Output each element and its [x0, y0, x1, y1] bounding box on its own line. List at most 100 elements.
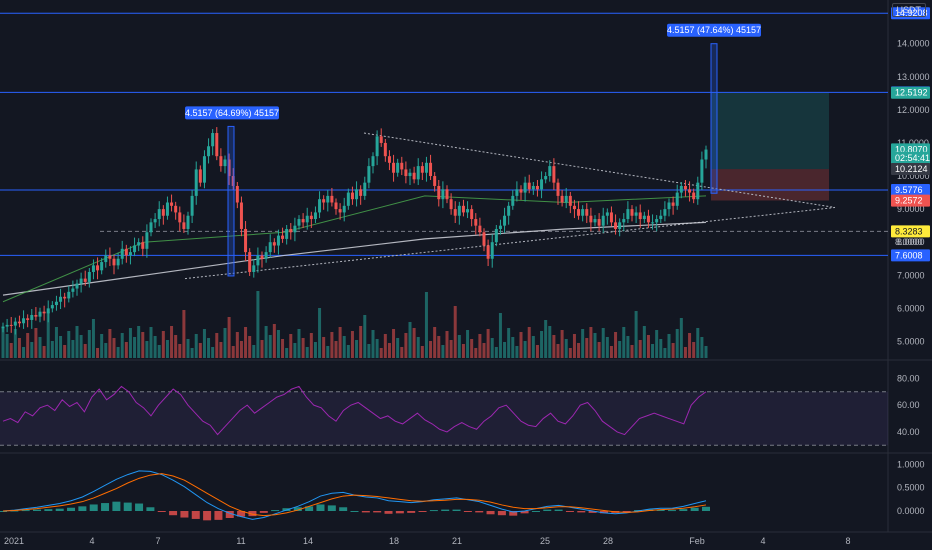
candle-body — [59, 296, 63, 302]
volume-bar — [252, 345, 256, 358]
volume-bar — [182, 310, 186, 358]
volume-bar — [161, 331, 165, 358]
volume-bar — [149, 327, 153, 358]
volume-bar — [383, 334, 387, 358]
volume-bar — [655, 330, 659, 358]
candle-body — [490, 242, 494, 259]
candle-body — [564, 195, 568, 203]
volume-bar — [441, 345, 445, 358]
volume-bar — [256, 291, 260, 358]
candle-body — [634, 212, 638, 216]
macd-histogram-bar — [0, 511, 7, 512]
candle-body — [153, 219, 157, 223]
candle-body — [433, 176, 437, 186]
candle-body — [190, 195, 194, 216]
candle-body — [478, 225, 482, 233]
candle-body — [104, 255, 108, 263]
sma-long-line — [2, 221, 707, 296]
macd-tick-label: 0.5000 — [897, 483, 925, 493]
candle-body — [124, 248, 128, 256]
price-label-bg — [891, 249, 930, 262]
volume-bar — [100, 334, 104, 358]
macd-histogram-bar — [373, 511, 382, 513]
candle-body — [22, 318, 26, 324]
volume-bar — [281, 339, 285, 358]
macd-histogram-bar — [565, 511, 574, 512]
candle-body — [667, 202, 671, 210]
time-tick-label: Feb — [689, 536, 705, 546]
candle-body — [289, 228, 293, 233]
candle-body — [198, 169, 202, 183]
volume-bar — [585, 338, 589, 358]
horizontal-levels — [0, 12, 888, 256]
candle-body — [342, 205, 346, 213]
volume-bar — [165, 340, 169, 358]
price-label-bg — [891, 163, 930, 176]
measure-range — [710, 43, 718, 194]
candle-body — [626, 209, 630, 220]
volume-bar — [696, 328, 700, 358]
candle-body — [441, 189, 445, 200]
price-axis[interactable]: 14.0000 13.0000 12.0000 11.0000 10.0000 9.000… — [891, 7, 930, 516]
volume-bar — [412, 328, 416, 358]
position-boxes — [711, 92, 829, 201]
candle-body — [363, 182, 367, 196]
price-tick-label: 12.0000 — [897, 105, 930, 115]
currency-badge[interactable]: USDT — [891, 3, 926, 17]
volume-bar — [174, 335, 178, 358]
candle-body — [671, 202, 675, 206]
volume-bar — [207, 338, 211, 358]
volume-bar — [371, 330, 375, 358]
measure-label: 4.5157 (47.64%) 45157 — [667, 25, 761, 35]
candle-body — [215, 133, 219, 157]
macd-histogram-bar — [169, 511, 178, 516]
candle-body — [186, 215, 190, 229]
candle-body — [170, 202, 174, 206]
candle-body — [326, 195, 330, 203]
volume-bar — [178, 344, 182, 358]
macd-panel[interactable] — [0, 470, 710, 521]
candle-body — [141, 242, 145, 249]
candle-body — [675, 192, 679, 206]
macd-histogram-bar — [123, 502, 132, 511]
macd-histogram-bar — [33, 509, 42, 511]
macd-histogram-bar — [259, 511, 268, 513]
volume-bar — [297, 329, 301, 358]
volume-bar — [334, 341, 338, 358]
price-tick-label: 5.0000 — [897, 336, 925, 346]
macd-histogram-bar — [135, 503, 144, 511]
candle-body — [334, 202, 338, 210]
macd-histogram-bar — [509, 511, 518, 516]
candle-body — [494, 228, 498, 243]
price-tick-label: 8.0000 — [897, 237, 925, 247]
macd-histogram-bar — [690, 507, 699, 511]
rsi-panel[interactable] — [0, 385, 888, 446]
macd-histogram-bar — [339, 507, 348, 511]
candle-body — [540, 179, 544, 190]
time-axis[interactable]: 2021 4 7 11 14 18 21 25 28 Feb 4 8 — [4, 536, 851, 546]
macd-tick-label: 0.0000 — [897, 506, 925, 516]
volume-bar — [194, 334, 198, 358]
candle-body — [396, 162, 400, 173]
candle-body — [379, 136, 383, 143]
volume-bar — [133, 337, 137, 358]
time-tick-label: 11 — [236, 536, 245, 546]
candle-body — [498, 225, 502, 229]
price-tick-label: 11.0000 — [897, 138, 929, 148]
candle-body — [622, 219, 626, 223]
volume-bar — [667, 334, 671, 358]
volume-bar — [46, 312, 50, 358]
candle-body — [338, 209, 342, 213]
candle-body — [5, 324, 9, 327]
price-panel[interactable]: 4.5157 (64.69%) 45157 4.5157 (47.64%) 451… — [0, 12, 888, 358]
candle-body — [470, 209, 474, 220]
candle-body — [330, 195, 334, 203]
candle-body — [96, 265, 100, 271]
volume-bar — [244, 327, 248, 358]
price-label-bg — [891, 184, 930, 197]
candle-body — [527, 182, 531, 190]
volume-bar — [367, 344, 371, 358]
candle-body — [572, 205, 576, 210]
candle-body — [577, 209, 581, 216]
